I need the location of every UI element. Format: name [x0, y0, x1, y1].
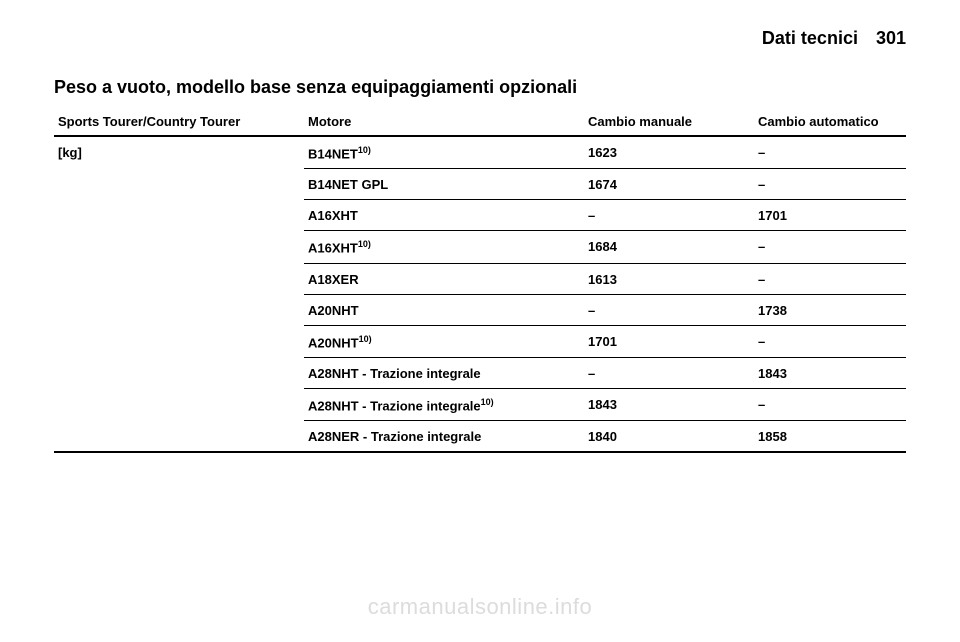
- manual-cell: –: [584, 357, 754, 388]
- engine-cell: A28NHT - Trazione integrale: [304, 357, 584, 388]
- page-header: Dati tecnici 301: [54, 28, 906, 49]
- row-head-cell: [54, 263, 304, 294]
- footnote-ref: 10): [358, 239, 371, 249]
- engine-cell: A16XHT: [304, 200, 584, 231]
- automatic-cell: –: [754, 136, 906, 169]
- row-head-cell: [54, 200, 304, 231]
- table-title: Peso a vuoto, modello base senza equipag…: [54, 77, 906, 98]
- table-row: A20NHT–1738: [54, 294, 906, 325]
- header-section-label: Dati tecnici: [762, 28, 858, 49]
- footnote-ref: 10): [481, 397, 494, 407]
- col-header-manual: Cambio manuale: [584, 108, 754, 136]
- table-row: A28NHT - Trazione integrale–1843: [54, 357, 906, 388]
- automatic-cell: 1843: [754, 357, 906, 388]
- engine-cell: A28NER - Trazione integrale: [304, 421, 584, 453]
- row-head-cell: [54, 325, 304, 357]
- automatic-cell: –: [754, 231, 906, 263]
- kerb-weight-table: Sports Tourer/Country Tourer Motore Camb…: [54, 108, 906, 453]
- automatic-cell: –: [754, 169, 906, 200]
- row-head-cell: [54, 231, 304, 263]
- manual-cell: 1674: [584, 169, 754, 200]
- footnote-ref: 10): [359, 334, 372, 344]
- page: Dati tecnici 301 Peso a vuoto, modello b…: [0, 0, 960, 642]
- table-row: A16XHT–1701: [54, 200, 906, 231]
- table-row: A16XHT10)1684–: [54, 231, 906, 263]
- automatic-cell: –: [754, 388, 906, 420]
- manual-cell: 1701: [584, 325, 754, 357]
- engine-cell: A20NHT: [304, 294, 584, 325]
- table-row: A28NER - Trazione integrale18401858: [54, 421, 906, 453]
- table-row: [kg]B14NET10)1623–: [54, 136, 906, 169]
- manual-cell: –: [584, 200, 754, 231]
- row-head-cell: [54, 388, 304, 420]
- automatic-cell: –: [754, 325, 906, 357]
- row-head-cell: [54, 169, 304, 200]
- manual-cell: 1684: [584, 231, 754, 263]
- row-head-cell: [kg]: [54, 136, 304, 169]
- manual-cell: 1840: [584, 421, 754, 453]
- table-row: A20NHT10)1701–: [54, 325, 906, 357]
- watermark: carmanualsonline.info: [0, 594, 960, 620]
- engine-cell: A28NHT - Trazione integrale10): [304, 388, 584, 420]
- engine-cell: A18XER: [304, 263, 584, 294]
- header-page-number: 301: [876, 28, 906, 49]
- manual-cell: 1843: [584, 388, 754, 420]
- manual-cell: 1623: [584, 136, 754, 169]
- row-head-cell: [54, 421, 304, 453]
- automatic-cell: 1701: [754, 200, 906, 231]
- footnote-ref: 10): [358, 145, 371, 155]
- table-row: B14NET GPL1674–: [54, 169, 906, 200]
- manual-cell: 1613: [584, 263, 754, 294]
- engine-cell: A20NHT10): [304, 325, 584, 357]
- engine-cell: A16XHT10): [304, 231, 584, 263]
- row-head-cell: [54, 294, 304, 325]
- automatic-cell: 1738: [754, 294, 906, 325]
- automatic-cell: –: [754, 263, 906, 294]
- row-head-cell: [54, 357, 304, 388]
- automatic-cell: 1858: [754, 421, 906, 453]
- engine-cell: B14NET GPL: [304, 169, 584, 200]
- col-header-automatic: Cambio automatico: [754, 108, 906, 136]
- col-header-engine: Motore: [304, 108, 584, 136]
- table-row: A28NHT - Trazione integrale10)1843–: [54, 388, 906, 420]
- table-header-row: Sports Tourer/Country Tourer Motore Camb…: [54, 108, 906, 136]
- col-header-model: Sports Tourer/Country Tourer: [54, 108, 304, 136]
- table-row: A18XER1613–: [54, 263, 906, 294]
- manual-cell: –: [584, 294, 754, 325]
- engine-cell: B14NET10): [304, 136, 584, 169]
